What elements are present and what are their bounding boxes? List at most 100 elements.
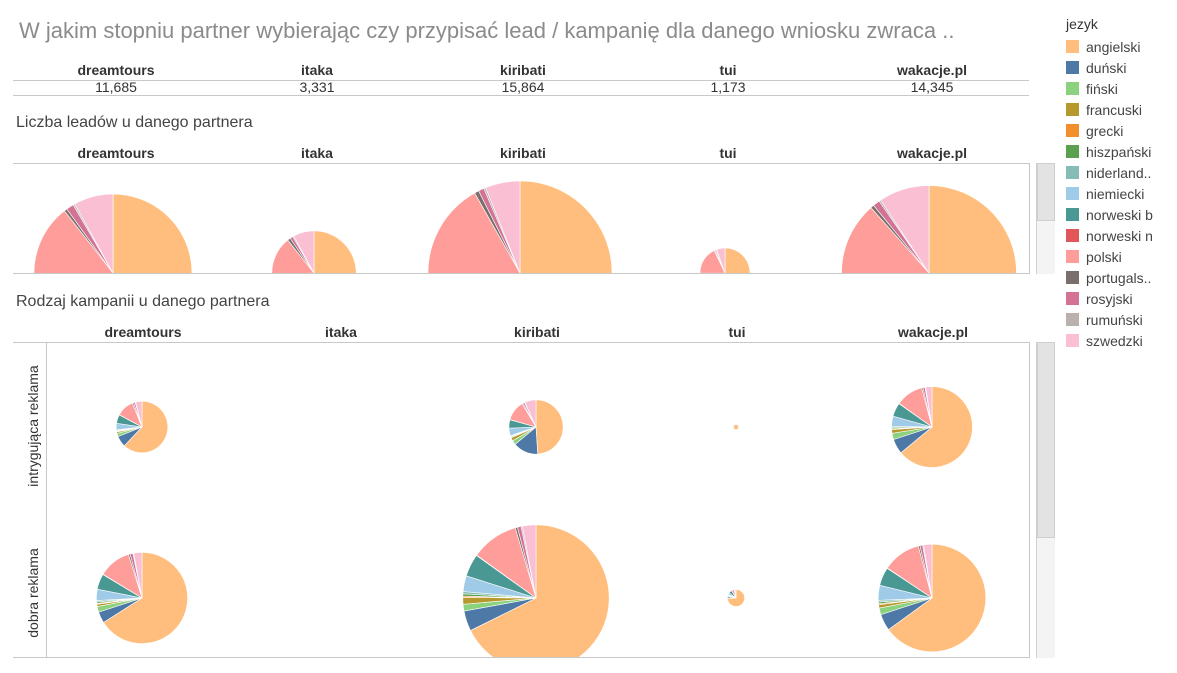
legend-swatch-2 [1066,82,1079,95]
leads-pie-itaka-slice-2 [295,273,314,312]
legend-label-1: duński [1086,60,1126,76]
legend-swatch-5 [1066,145,1079,158]
legend-swatch-7 [1066,187,1079,200]
leads-pie-wakacje.pl-slice-1 [915,273,929,360]
leads-pie-kiribati-slice-6 [471,273,520,352]
legend-swatch-3 [1066,103,1079,116]
leads-pie-itaka-slice-9 [272,273,314,275]
leads-pie-wakacje.pl-slice-7 [886,273,929,357]
leads-pie-wakacje.pl-slice-6 [905,273,929,358]
leads-pie-kiribati-slice-5 [472,273,520,353]
leads-pie-wakacje.pl-slice-9 [855,273,929,320]
legend-swatch-9 [1066,229,1079,242]
leads-pie-dreamtours [34,194,192,352]
legend-swatch-11 [1066,271,1079,284]
legend: angielski duński fiński francuski grecki hisz… [1066,36,1166,351]
legend-item-14: szwedzki [1066,330,1166,351]
legend-label-2: fiński [1086,81,1118,97]
leads-pie-wakacje.pl-slice-0 [917,186,1017,361]
leads-pie-tui-slice-5 [704,273,725,288]
legend-swatch-12 [1066,292,1079,305]
legend-label-14: szwedzki [1086,333,1143,349]
campaign-pie-0-kiribati [509,400,563,454]
legend-item-10: polski [1066,246,1166,267]
legend-label-10: polski [1086,249,1122,265]
leads-pie-wakacje.pl [842,186,1017,361]
leads-pie-itaka-slice-8 [272,273,314,301]
legend-item-1: duński [1066,57,1166,78]
legend-label-13: rumuński [1086,312,1143,328]
legend-label-6: niderland.. [1086,165,1151,181]
legend-label-5: hiszpański [1086,144,1151,160]
campaign-pie-1-tui [727,589,744,606]
leads-pie-dreamtours-slice-7 [54,273,113,335]
legend-swatch-1 [1066,61,1079,74]
leads-pie-itaka-slice-3 [292,273,314,311]
leads-pie-dreamtours-slice-6 [64,273,113,336]
leads-pie-tui-slice-6 [704,273,725,287]
leads-pie-tui-slice-8 [700,273,725,281]
leads-pie-tui-slice-1 [708,273,725,295]
leads-pie-itaka-slice-5 [290,273,314,309]
leads-pie-itaka [272,231,356,315]
leads-pie-wakacje.pl-slice-2 [912,273,929,359]
legend-label-9: norweski n [1086,228,1153,244]
leads-pie-kiribati-slice-4 [474,273,520,354]
campaign-pie-1-kiribati [463,525,609,670]
leads-pie-wakacje.pl-slice-3 [910,273,929,359]
leads-pie-dreamtours-slice-4 [67,273,113,338]
leads-pie-wakacje.pl-slice-4 [908,273,929,358]
legend-title: jezyk [1066,16,1098,32]
legend-item-12: rosyjski [1066,288,1166,309]
legend-item-8: norweski b [1066,204,1166,225]
legend-label-7: niemiecki [1086,186,1144,202]
leads-pie-tui-slice-4 [705,273,725,288]
legend-item-13: rumuński [1066,309,1166,330]
leads-pie-kiribati-slice-9 [430,273,520,295]
leads-pie-kiribati-slice-3 [476,273,520,358]
legend-item-11: portugals.. [1066,267,1166,288]
campaign-pie-1-dreamtours [96,552,187,643]
legend-label-0: angielski [1086,39,1140,55]
legend-swatch-8 [1066,208,1079,221]
leads-pie-kiribati-slice-7 [451,273,520,351]
leads-pie-itaka-slice-7 [282,273,314,307]
legend-swatch-10 [1066,250,1079,263]
legend-label-8: norweski b [1086,207,1153,223]
legend-item-3: francuski [1066,99,1166,120]
legend-swatch-6 [1066,166,1079,179]
campaign-pie-0-dreamtours [116,401,168,453]
leads-pie-tui-slice-3 [705,273,725,290]
leads-pie-itaka-slice-0 [308,231,356,315]
leads-pie-kiribati [428,181,612,365]
leads-pie-itaka-slice-4 [291,273,314,309]
campaign-pie-0-wakacje.pl [892,387,973,468]
legend-label-11: portugals.. [1086,270,1151,286]
leads-pie-wakacje.pl-slice-5 [907,273,929,358]
leads-pie-itaka-slice-6 [289,273,314,308]
legend-item-2: fiński [1066,78,1166,99]
legend-label-3: francuski [1086,102,1142,118]
legend-label-4: grecki [1086,123,1123,139]
leads-pie-tui-slice-2 [706,273,725,292]
leads-pie-kiribati-slice-2 [484,273,520,359]
legend-item-7: niemiecki [1066,183,1166,204]
campaign-pie-0-tui-slice-0 [733,424,738,429]
legend-swatch-14 [1066,334,1079,347]
legend-swatch-13 [1066,313,1079,326]
leads-pie-dreamtours-slice-5 [65,273,113,337]
campaign-pie-0-tui [733,424,738,429]
leads-pie-dreamtours-slice-3 [68,273,113,339]
legend-label-12: rosyjski [1086,291,1133,307]
leads-pie-dreamtours-slice-9 [38,273,113,297]
leads-pie-dreamtours-slice-2 [70,273,113,341]
legend-swatch-0 [1066,40,1079,53]
legend-item-0: angielski [1066,36,1166,57]
campaign-pie-1-wakacje.pl [878,544,986,652]
legend-item-9: norweski n [1066,225,1166,246]
leads-pie-wakacje.pl-slice-8 [855,273,929,349]
leads-pie-kiribati-slice-1 [487,273,520,362]
leads-pie-tui [700,248,750,298]
campaign-pie-0-kiribati-slice-0 [536,400,563,454]
